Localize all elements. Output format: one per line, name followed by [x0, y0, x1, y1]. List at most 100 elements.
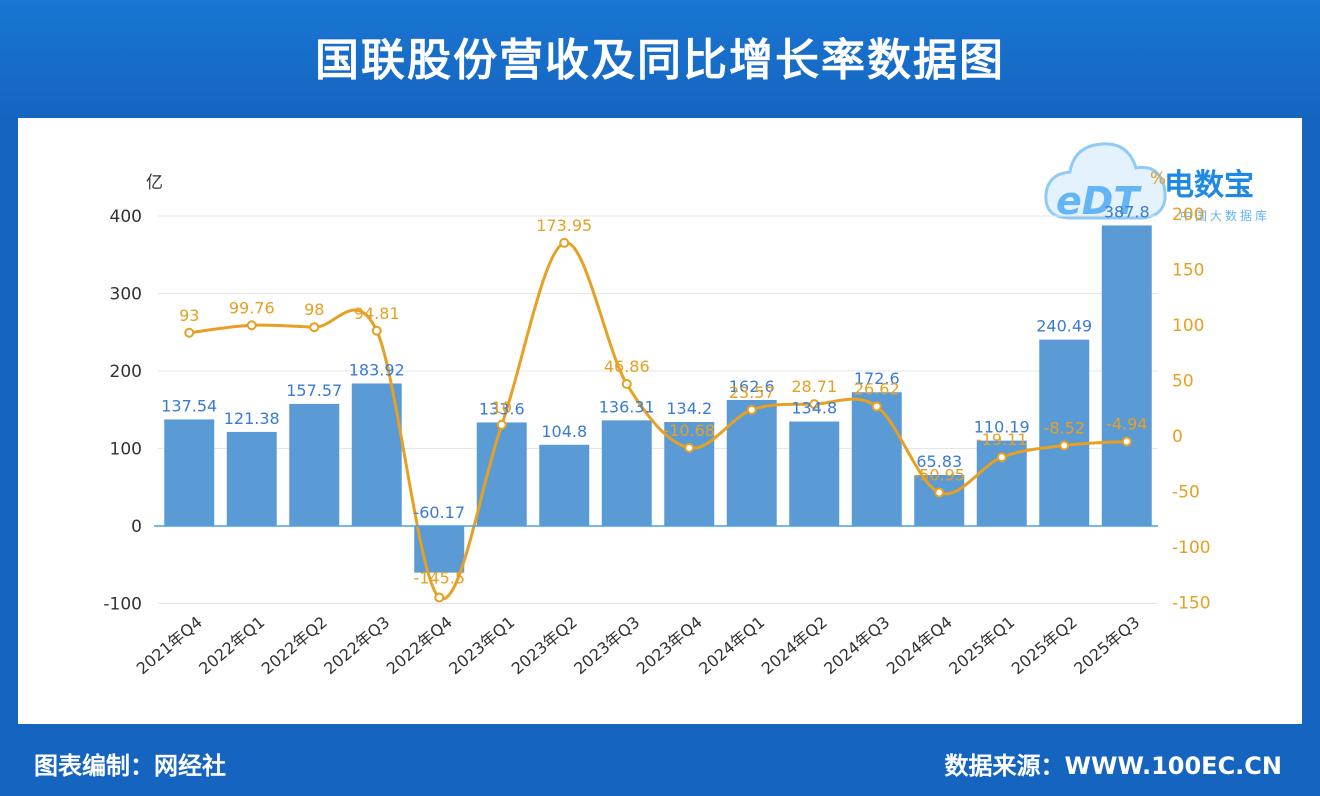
footer-credit: 图表编制：网经社: [34, 752, 226, 780]
y-left-tick-label: 100: [110, 440, 142, 460]
bar: [601, 420, 652, 526]
line-point: [746, 404, 757, 415]
bar-value-label: 134.8: [791, 399, 837, 418]
line-value-label: 93: [179, 306, 199, 325]
y-right-tick-label: 200: [1172, 205, 1204, 225]
y-left-tick-label: 400: [110, 207, 142, 227]
x-tick-label: 2024年Q2: [758, 613, 831, 679]
logo-brand-text: 电数宝: [1164, 168, 1254, 203]
bar-value-label: 104.8: [541, 422, 587, 441]
line-point: [1121, 436, 1132, 447]
bar: [164, 419, 215, 526]
y-right-tick-label: 150: [1172, 261, 1204, 281]
page-title: 国联股份营收及同比增长率数据图: [315, 35, 1005, 86]
bar: [851, 392, 902, 526]
line-point: [246, 320, 257, 331]
x-tick-label: 2023年Q4: [633, 613, 706, 679]
line-value-label: 28.71: [791, 377, 837, 396]
line-point: [371, 325, 382, 336]
line-point: [996, 452, 1007, 463]
bar: [226, 431, 277, 526]
footer-bar: 图表编制：网经社 数据来源：WWW.100EC.CN: [0, 724, 1320, 796]
x-tick-label: 2023年Q2: [508, 613, 581, 679]
line-value-label: 173.95: [536, 216, 592, 235]
line-series: [184, 237, 1132, 603]
bar: [1039, 339, 1090, 526]
y-right-tick-label: 0: [1172, 427, 1183, 447]
bar-value-label: 387.8: [1104, 202, 1150, 221]
line-point: [621, 378, 632, 389]
y-right-tick-label: -150: [1172, 594, 1211, 614]
y-right-tick-label: 100: [1172, 316, 1204, 336]
line-value-label: -8.52: [1044, 418, 1085, 437]
x-tick-label: 2025年Q3: [1070, 613, 1143, 679]
bar: [351, 383, 402, 526]
bar-value-label: 110.19: [974, 418, 1030, 437]
line-value-label: 98: [304, 300, 324, 319]
x-tick-label: 2023年Q3: [570, 613, 643, 679]
data-labels: 137.54 121.38 157.57 183.92 -60.17 133.6 104.8…: [161, 202, 1149, 587]
y-left-tick-label: 200: [110, 362, 142, 382]
line-value-label: 23.57: [729, 383, 775, 402]
bar-value-label: 240.49: [1036, 317, 1092, 336]
line-value-label: 10: [492, 398, 512, 417]
line-value-label: -10.68: [663, 421, 715, 440]
line-value-label: -4.94: [1106, 414, 1147, 433]
x-tick-label: 2022年Q3: [320, 613, 393, 679]
line-point: [496, 419, 507, 430]
line-point: [559, 237, 570, 248]
bar-value-label: 121.38: [224, 409, 280, 428]
y-right-tick-label: -50: [1172, 483, 1200, 503]
x-tick-label: 2024年Q4: [883, 613, 956, 679]
bar-value-label: -60.17: [413, 503, 465, 522]
bar-value-label: 136.31: [599, 397, 655, 416]
line-point: [871, 401, 882, 412]
y-left-tick-label: 0: [131, 517, 142, 537]
footer-source: 数据来源：WWW.100EC.CN: [944, 752, 1283, 780]
bar-value-label: 157.57: [286, 381, 342, 400]
cloud-logo-icon: eDT: [1044, 142, 1167, 223]
bar-value-label: 65.83: [916, 452, 962, 471]
line-value-label: -50.95: [913, 466, 965, 485]
y-left-tick-label: 300: [110, 285, 142, 305]
y-right-tick-label: -100: [1172, 538, 1211, 558]
x-tick-label: 2025年Q2: [1008, 613, 1081, 679]
bar-value-label: 133.6: [479, 399, 525, 418]
bar-value-label: 172.6: [854, 369, 900, 388]
bar-value-label: 162.6: [729, 377, 775, 396]
line-point: [184, 327, 195, 338]
bar: [914, 474, 965, 526]
bar: [1101, 225, 1152, 526]
y-axis-right-unit: %: [1150, 169, 1166, 189]
header-bar: 国联股份营收及同比增长率数据图: [0, 0, 1320, 118]
bar-value-label: 134.2: [666, 399, 712, 418]
line-value-label: -19.11: [976, 430, 1028, 449]
line-point: [309, 322, 320, 333]
line-value-label: 26.62: [854, 379, 900, 398]
x-tick-label: 2024年Q1: [695, 613, 768, 679]
line-value-label: -145.5: [413, 569, 465, 588]
line-value-label: 46.86: [604, 357, 650, 376]
y-axis-left-unit: 亿: [146, 173, 163, 193]
line-point: [434, 592, 445, 603]
bar: [476, 422, 527, 526]
bar: [726, 399, 777, 526]
x-tick-label: 2021年Q4: [133, 613, 206, 679]
line-point: [934, 487, 945, 498]
x-tick-label: 2024年Q3: [820, 613, 893, 679]
line-point: [1059, 440, 1070, 451]
bar: [539, 444, 590, 526]
bar-series: [164, 225, 1152, 573]
bar-value-label: 183.92: [349, 360, 405, 379]
line-point: [684, 442, 695, 453]
bar-value-label: 137.54: [161, 396, 217, 415]
x-tick-label: 2022年Q1: [195, 613, 268, 679]
x-tick-label: 2025年Q1: [945, 613, 1018, 679]
x-tick-label: 2022年Q2: [258, 613, 331, 679]
y-right-tick-label: 50: [1172, 372, 1194, 392]
line-value-label: 99.76: [229, 298, 275, 317]
logo-subtitle-text: 中国大数据库: [1180, 209, 1271, 223]
line-value-label: 94.81: [354, 304, 400, 323]
y-left-tick-label: -100: [103, 595, 142, 615]
